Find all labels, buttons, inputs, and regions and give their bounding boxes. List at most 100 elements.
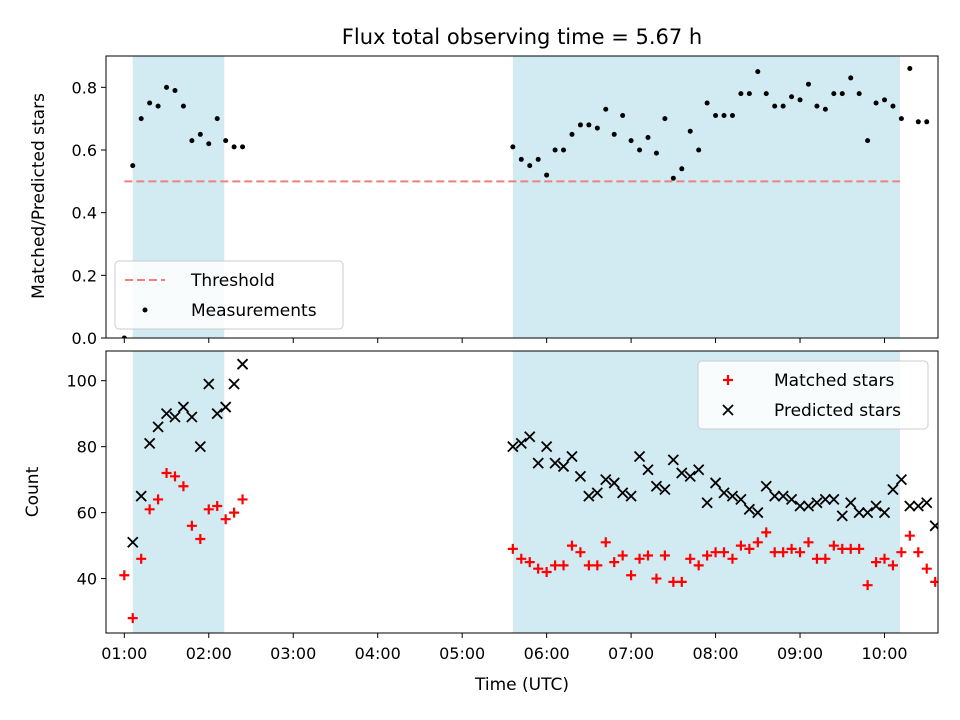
bottom-predicted-stars-point — [785, 493, 798, 506]
bottom-predicted-stars-point — [937, 511, 938, 521]
bottom-predicted-stars-point — [160, 408, 173, 420]
bottom-predicted-stars-point — [836, 510, 848, 522]
top-measurements-point — [645, 134, 651, 140]
top-measurements-point — [611, 131, 617, 137]
bottom-predicted-stars-point — [591, 487, 603, 499]
bottom-predicted-stars-point — [169, 411, 181, 423]
top-measurements-point — [147, 100, 153, 106]
bottom-matched-stars-point — [761, 527, 772, 538]
bottom-matched-stars-point — [153, 494, 164, 505]
top-measurements-point — [569, 131, 575, 137]
bottom-matched-stars-point — [828, 540, 839, 551]
bottom-predicted-stars-point — [819, 493, 832, 506]
top-measurements-point — [603, 106, 609, 112]
bottom-matched-stars-point — [651, 573, 662, 584]
top-measurements-point — [915, 119, 921, 125]
top-measurements-point — [687, 128, 693, 134]
bottom-matched-stars-point — [617, 550, 628, 561]
top-legend: Threshold Measurements — [114, 260, 344, 330]
bottom-matched-stars-point — [583, 560, 594, 571]
top-measurements-point — [772, 103, 778, 109]
bottom-x-tick-label: 08:00 — [693, 644, 739, 663]
bottom-matched-stars-point — [609, 557, 620, 568]
bottom-matched-stars-point — [229, 507, 240, 518]
top-measurements-point — [164, 84, 170, 90]
top-y-axis-label: Matched/Predicted stars — [29, 93, 49, 299]
top-measurements-point — [839, 91, 845, 97]
bottom-predicted-stars-point — [701, 497, 713, 509]
top-measurements-point — [653, 150, 659, 156]
bottom-matched-stars-point — [871, 557, 882, 568]
bottom-matched-stars-point — [507, 543, 518, 554]
top-measurements-point — [214, 116, 220, 122]
bottom-matched-stars-point — [710, 547, 721, 558]
bottom-predicted-stars-point — [777, 490, 789, 502]
top-measurements-point — [662, 116, 668, 122]
bottom-matched-stars-point — [930, 576, 938, 587]
top-measurements-point — [172, 87, 178, 93]
top-measurements-point — [814, 103, 820, 109]
top-measurements-point — [586, 122, 592, 128]
bottom-predicted-stars-point — [515, 437, 527, 449]
top-measurements-point — [189, 138, 195, 144]
bottom-predicted-stars-point — [743, 503, 755, 515]
bottom-matched-stars-point — [237, 494, 248, 505]
top-measurements-point — [518, 156, 524, 162]
top-measurements-point — [679, 166, 685, 172]
top-measurements-point — [138, 116, 144, 122]
top-measurements-point — [594, 125, 600, 131]
bottom-predicted-stars-point — [608, 477, 620, 489]
bottom-predicted-stars-point — [650, 480, 663, 492]
bottom-matched-stars-point — [212, 501, 223, 512]
bottom-matched-stars-point — [887, 560, 898, 571]
top-measurements-point — [197, 131, 203, 137]
bottom-predicted-stars-point — [617, 487, 629, 499]
top-y-tick-label: 0.0 — [72, 329, 97, 348]
bottom-matched-stars-point — [795, 547, 806, 558]
bottom-predicted-stars-point — [667, 454, 679, 466]
bottom-predicted-stars-point — [583, 490, 595, 502]
bottom-matched-stars-point — [566, 540, 577, 551]
top-measurements-point — [231, 144, 237, 150]
top-measurements-point — [704, 100, 710, 106]
top-measurements-point — [628, 138, 634, 144]
bottom-predicted-stars-point — [676, 467, 688, 479]
bottom-predicted-stars-point — [177, 401, 190, 413]
bottom-matched-stars-point — [203, 504, 214, 515]
top-measurements-point — [206, 141, 212, 147]
top-measurements-point — [552, 147, 558, 153]
bottom-matched-stars-point — [769, 547, 780, 558]
bottom-matched-stars-point — [136, 553, 147, 564]
bottom-matched-stars-point — [533, 563, 544, 574]
top-measurements-point — [873, 100, 879, 106]
top-measurements-point — [670, 175, 676, 181]
bottom-predicted-stars-point — [557, 460, 570, 473]
bottom-predicted-stars-point — [861, 506, 874, 519]
bottom-predicted-stars-point — [127, 536, 139, 548]
bottom-matched-stars-point — [956, 567, 960, 577]
bottom-matched-stars-point — [127, 613, 138, 624]
top-measurements-point — [746, 91, 752, 97]
bottom-matched-stars-point — [642, 550, 653, 561]
bottom-legend-label: Predicted stars — [774, 401, 901, 421]
bottom-predicted-stars-point — [540, 441, 553, 453]
bottom-y-tick-label: 100 — [66, 372, 97, 391]
top-legend-swatch — [142, 307, 148, 313]
bottom-predicted-stars-point — [718, 487, 730, 499]
bottom-legend-swatch — [723, 375, 733, 385]
top-measurements-point — [696, 147, 702, 153]
bottom-matched-stars-point — [811, 553, 822, 564]
bottom-matched-stars-point — [550, 560, 561, 571]
bottom-x-tick-label: 01:00 — [101, 644, 147, 663]
bottom-y-tick-label: 80 — [77, 438, 97, 457]
bottom-predicted-stars-point — [144, 437, 156, 449]
top-measurements-point — [805, 81, 811, 87]
bottom-matched-stars-point — [685, 553, 696, 564]
bottom-matched-stars-point — [195, 534, 206, 544]
top-measurements-point — [155, 103, 161, 109]
bottom-matched-stars-point — [778, 547, 789, 558]
top-measurements-point — [755, 69, 761, 75]
bottom-legend-swatch — [722, 404, 734, 416]
bottom-matched-stars-point — [161, 468, 172, 479]
